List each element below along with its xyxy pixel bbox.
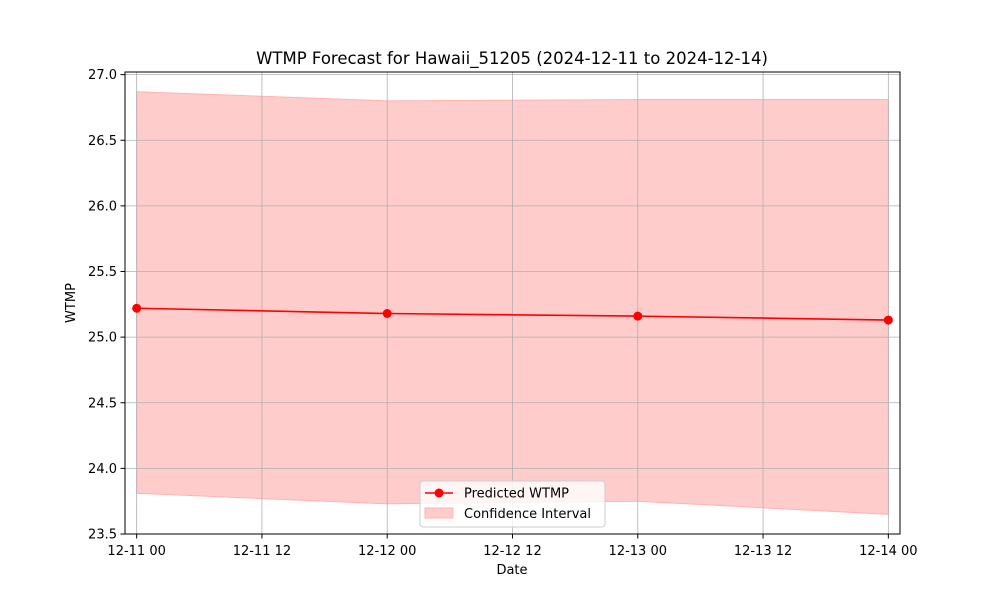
legend: Predicted WTMP Confidence Interval: [419, 480, 606, 528]
series-line: [136, 307, 889, 321]
x-tick-label: 12-11 00: [107, 544, 165, 559]
x-axis-label: Date: [496, 563, 527, 578]
y-axis-label: WTMP: [64, 283, 79, 323]
x-tick-label: 12-11 12: [233, 544, 291, 559]
x-tick-label: 12-14 00: [859, 544, 917, 559]
data-point: [633, 311, 643, 321]
legend-marker-swatch: [434, 488, 444, 498]
series-layer: [132, 303, 893, 325]
x-tick-label: 12-12 00: [358, 544, 416, 559]
x-tick-label: 12-12 12: [483, 544, 541, 559]
legend-band-swatch: [424, 507, 454, 519]
legend-band-label: Confidence Interval: [464, 507, 591, 522]
y-axis-ticks: 23.5 24.0 24.5 25.0 25.5 26.0 26.5 27.0: [88, 68, 125, 543]
y-tick-label: 23.5: [88, 528, 117, 543]
y-tick-label: 25.0: [88, 331, 117, 346]
chart-title: WTMP Forecast for Hawaii_51205 (2024-12-…: [256, 49, 768, 69]
data-point: [382, 309, 392, 318]
x-axis-ticks: 12-11 00 12-11 12 12-12 00 12-12 12 12-13 00…: [107, 534, 918, 559]
data-point: [132, 303, 142, 313]
y-tick-label: 27.0: [88, 68, 117, 83]
y-tick-label: 26.0: [88, 199, 117, 214]
legend-box: [419, 480, 606, 528]
y-tick-label: 24.5: [88, 396, 117, 411]
y-tick-label: 26.5: [88, 134, 117, 149]
y-tick-label: 24.0: [88, 462, 117, 477]
x-tick-label: 12-13 00: [609, 544, 667, 559]
y-tick-label: 25.5: [88, 265, 117, 280]
x-tick-label: 12-13 12: [734, 544, 792, 559]
legend-series-label: Predicted WTMP: [464, 487, 569, 502]
data-point: [883, 315, 893, 325]
